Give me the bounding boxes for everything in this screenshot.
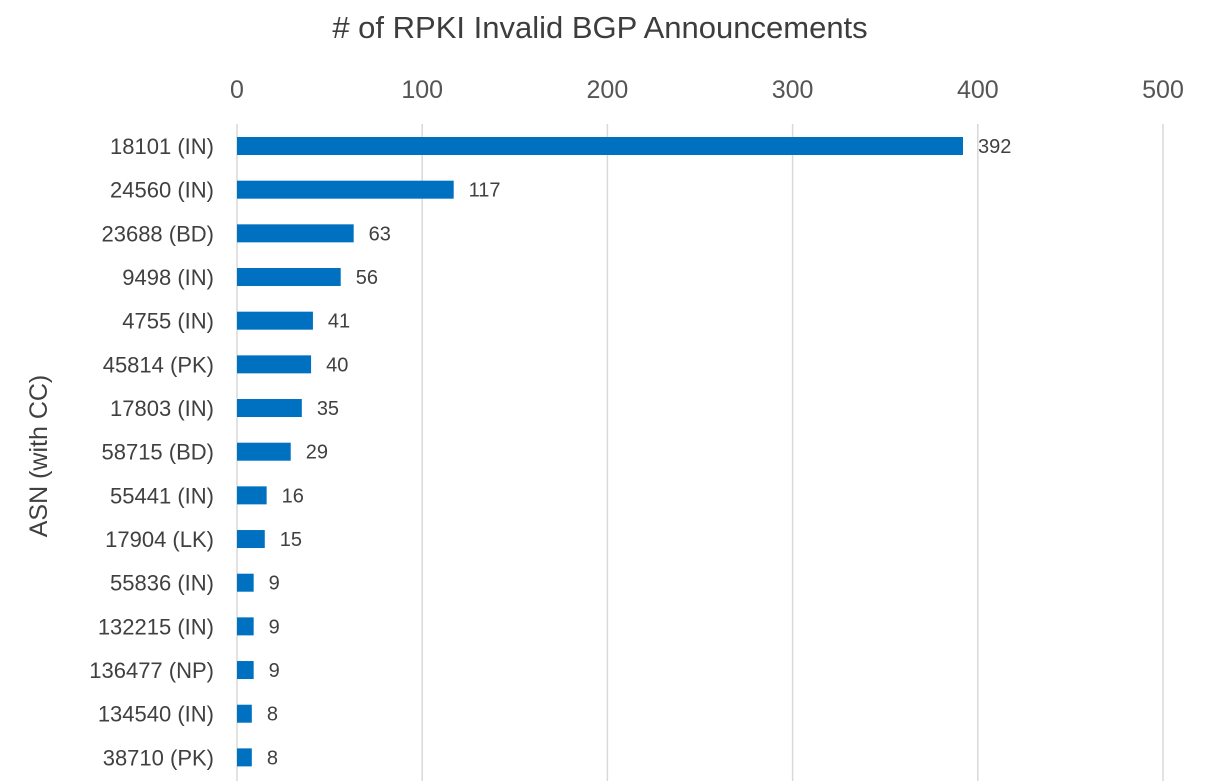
bar [237,748,252,767]
category-label: 24560 (IN) [110,178,214,203]
category-label: 4755 (IN) [122,309,214,334]
category-labels: 18101 (IN) 24560 (IN) 23688 (BD) 9498 (IN) 4… [89,134,214,770]
x-tick-label: 200 [587,76,629,104]
data-label: 117 [469,180,501,202]
category-label: 58715 (BD) [101,440,214,465]
bar [237,224,354,243]
category-label: 136477 (NP) [89,658,214,683]
data-label: 16 [282,485,304,507]
data-label: 40 [326,354,348,376]
bar [237,311,313,330]
category-label: 45814 (PK) [103,352,214,377]
x-tick-label: 0 [230,76,244,104]
category-label: 132215 (IN) [98,614,214,639]
bar [237,180,454,199]
category-label: 38710 (PK) [103,745,214,770]
category-label: 18101 (IN) [110,134,214,159]
data-label: 56 [356,267,378,289]
x-tick-label: 500 [1142,76,1184,104]
x-tick-label: 100 [401,76,443,104]
category-label: 9498 (IN) [122,265,214,290]
data-label: 15 [280,529,302,551]
y-axis-title: ASN (with CC) [25,375,53,538]
data-label: 9 [269,573,280,595]
bar [237,530,265,549]
data-label: 63 [369,223,391,245]
category-label: 55836 (IN) [110,571,214,596]
category-label: 134540 (IN) [98,702,214,727]
data-label: 8 [267,704,278,726]
category-label: 17904 (LK) [105,527,214,552]
category-label: 55441 (IN) [110,483,214,508]
bar [237,704,252,723]
bar [237,137,963,155]
bar [237,617,254,636]
bar [237,399,302,418]
data-label: 35 [317,398,339,420]
x-tick-label: 300 [772,76,814,104]
data-label: 8 [267,747,278,769]
bar [237,442,291,461]
data-label: 41 [328,311,350,333]
data-label: 9 [269,616,280,638]
bars [237,137,963,767]
data-label: 29 [306,442,328,464]
x-tick-label: 400 [957,76,999,104]
bar [237,486,267,505]
data-label: 9 [269,660,280,682]
bar [237,573,254,592]
bar [237,661,254,680]
category-label: 23688 (BD) [101,221,214,246]
chart-title: # of RPKI Invalid BGP Announcements [332,10,867,45]
bar [237,355,312,374]
data-label: 392 [978,136,1011,158]
x-axis-ticks: 0 100 200 300 400 500 [230,76,1184,104]
bar [237,268,341,287]
category-label: 17803 (IN) [110,396,214,421]
